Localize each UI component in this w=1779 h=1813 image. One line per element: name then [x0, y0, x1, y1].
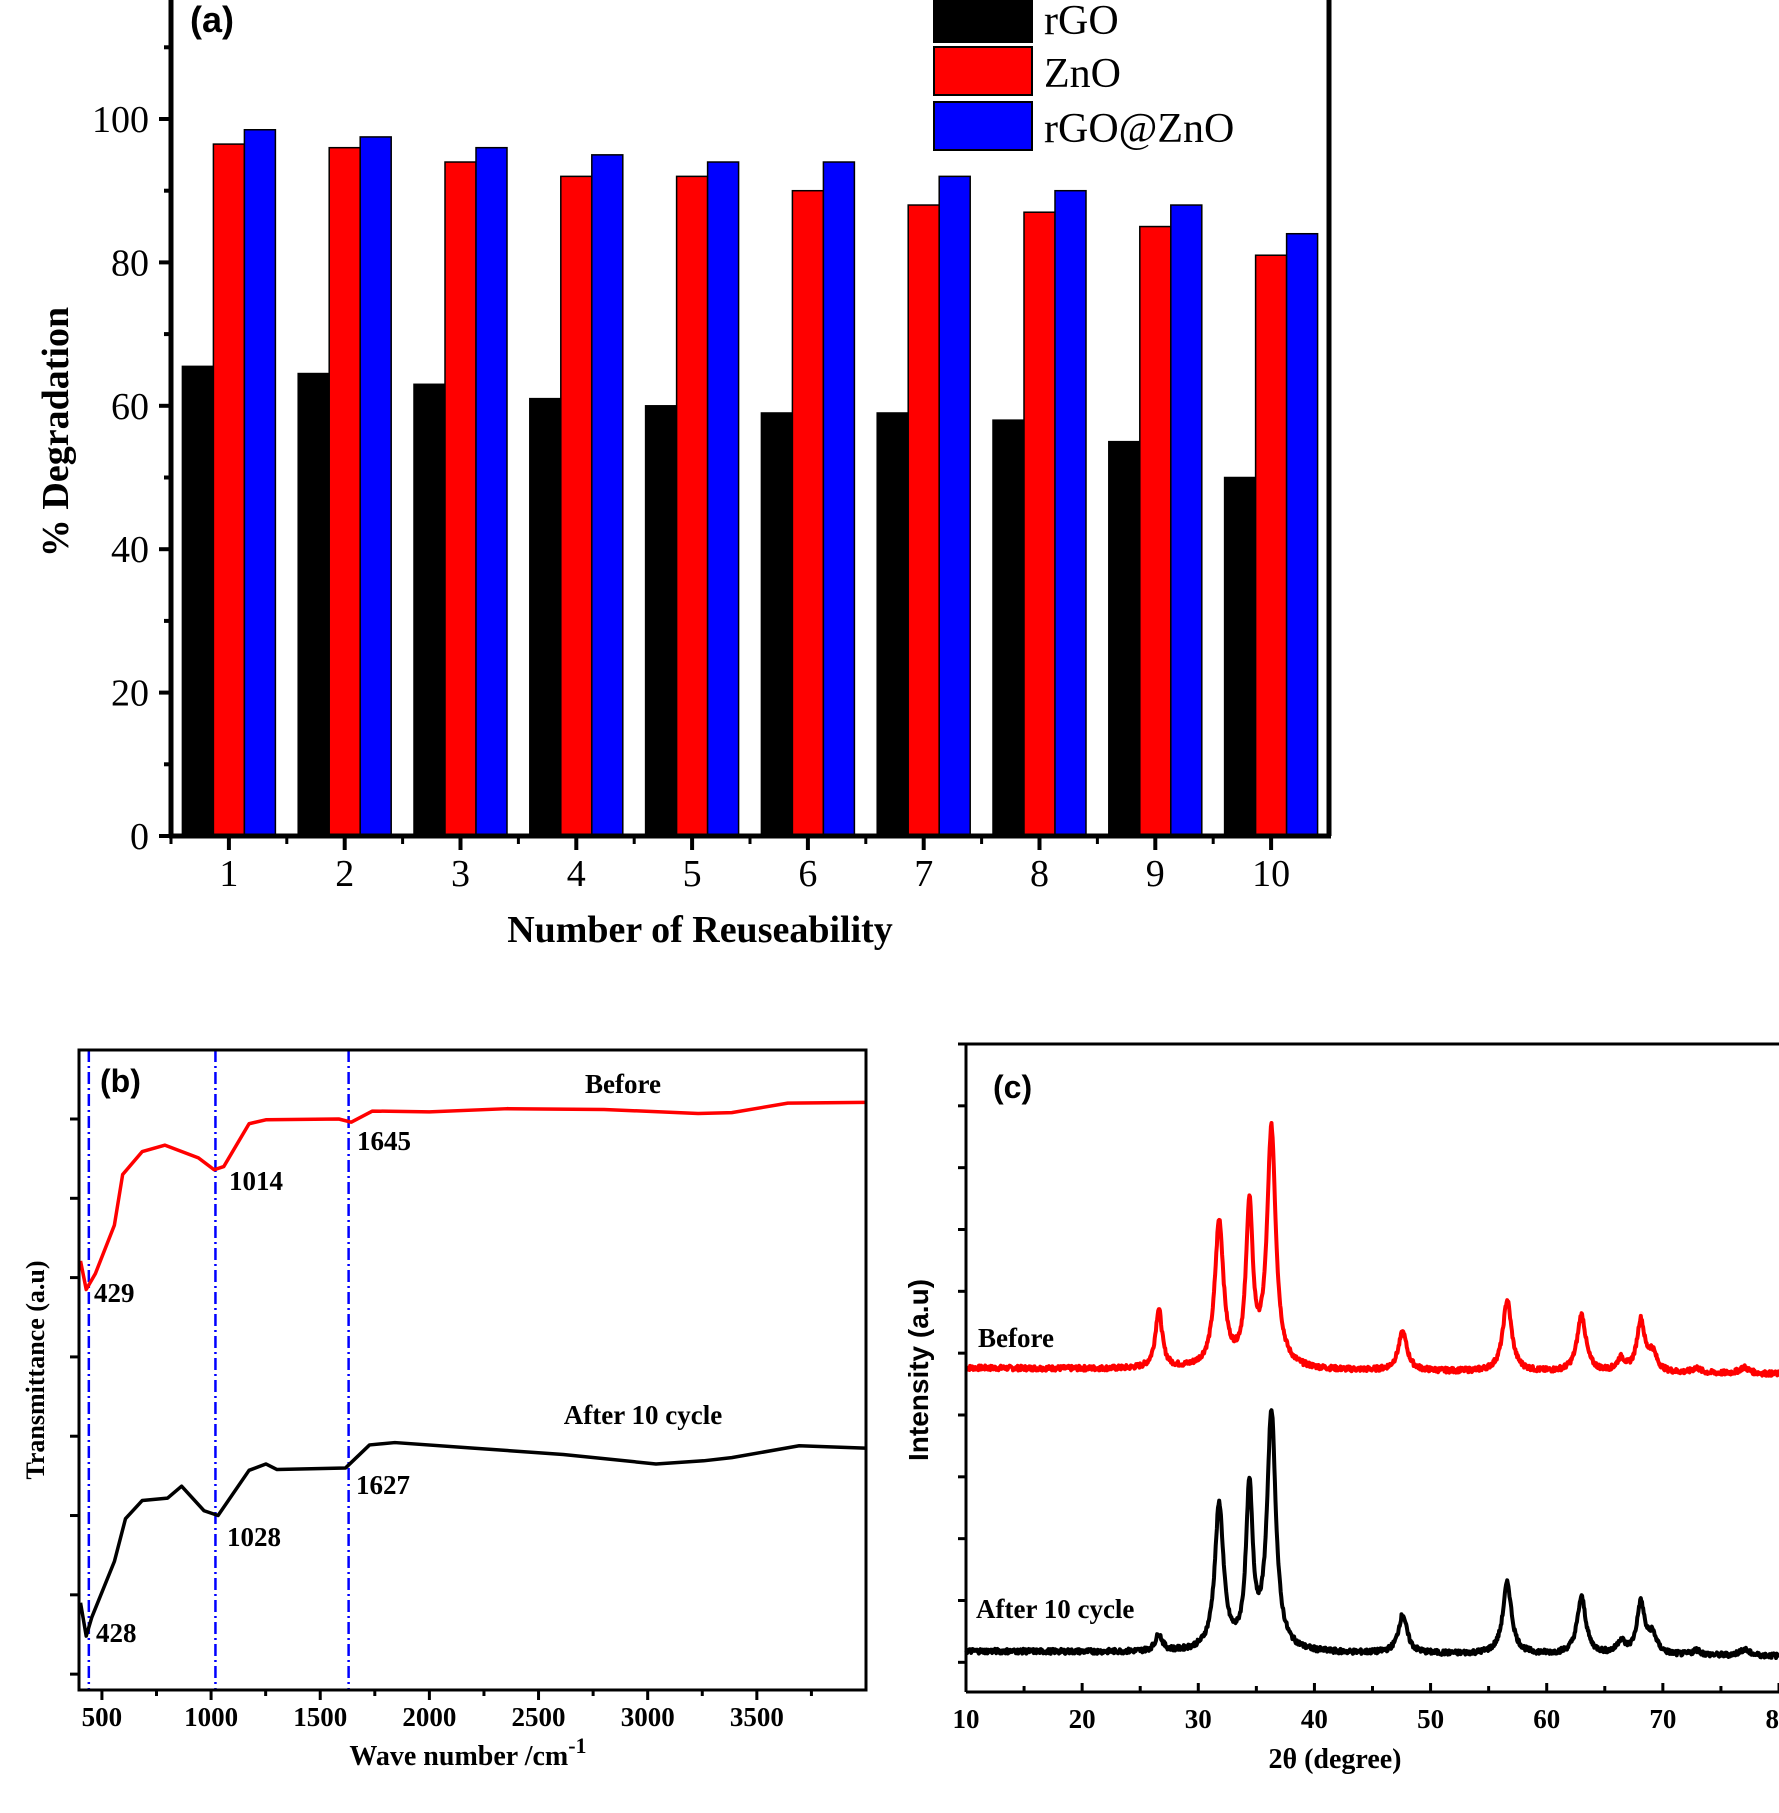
bar-zno-9	[1139, 225, 1172, 837]
bar-zno-4	[560, 175, 593, 837]
panel-b-x-tick-label: 1000	[184, 1702, 238, 1732]
panel-c-x-tick-label: 50	[1417, 1704, 1444, 1734]
bar-rgo-9	[1108, 440, 1141, 837]
bar-zno-3	[444, 161, 477, 837]
panel-c-series-after-10-cycle	[964, 1408, 1779, 1660]
panel-c-series-before	[964, 1121, 1779, 1378]
bar-zno-8	[1023, 211, 1056, 837]
bar-rgo-7	[876, 412, 909, 837]
bar-rgo-10	[1223, 476, 1257, 837]
panel-b-series-label-before: Before	[585, 1069, 661, 1099]
bar-rgo-zno-2	[359, 136, 392, 837]
panel-b-x-tick-label: 3500	[730, 1702, 784, 1732]
panel-b-x-tick-label: 2500	[512, 1702, 566, 1732]
bar-rgo-zno-9	[1170, 204, 1203, 837]
bar-zno-2	[328, 146, 361, 837]
panel-b-x-tick-label: 1500	[293, 1702, 347, 1732]
legend-label: ZnO	[1044, 51, 1121, 97]
panel-b-series-before	[78, 1100, 865, 1292]
panel-b-plot-frame	[77, 1048, 868, 1692]
panel-c-y-axis-title: Intensity (a.u)	[903, 1279, 934, 1461]
bar-zno-6	[791, 189, 825, 837]
panel-b-x-axis-title: Wave number /cm-1	[349, 1733, 586, 1772]
panel-a-y-tick-label: 100	[92, 99, 149, 141]
legend-swatch-rgo	[933, 0, 1033, 43]
panel-c-x-tick-label: 40	[1301, 1704, 1328, 1734]
panel-a-label: (a)	[190, 0, 234, 40]
panel-b-peak-label: 1645	[357, 1126, 411, 1156]
panel-b-label: (b)	[100, 1063, 141, 1099]
panel-b-peak-label: 1627	[356, 1470, 410, 1500]
bar-rgo-2	[297, 372, 330, 837]
bar-rgo-3	[413, 383, 446, 837]
bar-rgo-6	[760, 412, 794, 837]
panel-a-y-tick-label: 20	[111, 673, 149, 715]
bar-zno-5	[675, 175, 709, 837]
panel-a-x-tick-label: 1	[219, 853, 238, 895]
legend-label: rGO@ZnO	[1044, 106, 1234, 152]
panel-b-peak-label: 1028	[227, 1522, 281, 1552]
panel-a-x-tick-label: 6	[798, 853, 817, 895]
panel-a-x-tick-label: 9	[1146, 853, 1165, 895]
panel-c-label: (c)	[993, 1069, 1032, 1105]
panel-a-x-tick-label: 10	[1252, 853, 1290, 895]
panel-b-x-tick-label: 3000	[621, 1702, 675, 1732]
bar-rgo-zno-7	[938, 175, 971, 837]
panel-c-x-tick-label: 60	[1533, 1704, 1560, 1734]
panel-a-y-tick-label: 60	[111, 386, 149, 428]
panel-b-peak-label: 429	[94, 1278, 135, 1308]
panel-c-series-label-after: After 10 cycle	[976, 1594, 1134, 1624]
panel-a-x-tick-label: 7	[914, 853, 933, 895]
bar-rgo-zno-6	[822, 161, 856, 837]
legend-swatch-rgo-zno	[933, 101, 1033, 151]
bar-rgo-zno-5	[706, 161, 740, 837]
bar-zno-1	[212, 143, 246, 837]
panel-c-x-tick-label: 20	[1069, 1704, 1096, 1734]
panel-b-x-tick-label: 500	[82, 1702, 123, 1732]
panel-a-x-tick-label: 5	[683, 853, 702, 895]
panel-c-x-tick-label: 30	[1185, 1704, 1212, 1734]
panel-a-x-axis-title: Number of Reuseability	[507, 909, 893, 951]
bar-rgo-zno-4	[591, 154, 624, 837]
bar-rgo-zno-1	[243, 129, 277, 837]
bar-rgo-zno-8	[1054, 189, 1087, 837]
panel-a-y-tick-label: 80	[111, 242, 149, 284]
bar-rgo-zno-3	[475, 146, 508, 837]
panel-c-x-axis-title: 2θ (degree)	[1268, 1744, 1401, 1775]
panel-b-series-label-after: After 10 cycle	[564, 1400, 722, 1430]
panel-a-y-axis-title: % Degradation	[35, 307, 77, 557]
panel-c-x-tick-label: 70	[1649, 1704, 1676, 1734]
bar-rgo-1	[181, 365, 215, 837]
bar-rgo-zno-10	[1285, 232, 1319, 837]
bar-rgo-8	[992, 419, 1025, 837]
panel-a-x-tick-label: 8	[1030, 853, 1049, 895]
panel-a-y-tick-label: 40	[111, 529, 149, 571]
bar-rgo-4	[529, 397, 562, 837]
panel-a-x-tick-label: 4	[567, 853, 586, 895]
bar-zno-7	[907, 204, 940, 837]
panel-b-peak-label: 428	[96, 1618, 137, 1648]
panel-b-peak-label: 1014	[229, 1166, 283, 1196]
panel-c-x-tick-label: 10	[953, 1704, 980, 1734]
legend-swatch-zno	[933, 46, 1033, 96]
legend-label: rGO	[1044, 0, 1119, 44]
panel-b-x-tick-label: 2000	[402, 1702, 456, 1732]
bar-rgo-5	[644, 405, 678, 837]
panel-a-x-tick-label: 3	[451, 853, 470, 895]
panel-b-series-after-10-cycle	[78, 1440, 865, 1638]
panel-c-series-label-before: Before	[978, 1323, 1054, 1353]
panel-c-x-tick-label: 80	[1766, 1704, 1779, 1734]
panel-a-x-tick-label: 2	[335, 853, 354, 895]
panel-b-y-axis-title: Transmittance (a.u)	[21, 1260, 50, 1479]
panel-a-y-tick-label: 0	[130, 816, 149, 858]
bar-zno-10	[1254, 254, 1288, 837]
panel-c-xrd-chart: (c) 2θ (degree) Intensity (a.u) 10 20 30 40…	[903, 1042, 1779, 1775]
panel-a-degradation-bar-chart: (a) Number of Reuseability % Degradation…	[35, 0, 1332, 951]
panel-b-ftir-chart: (b) Wave number /cm-1 Transmittance (a.u…	[21, 1048, 868, 1772]
